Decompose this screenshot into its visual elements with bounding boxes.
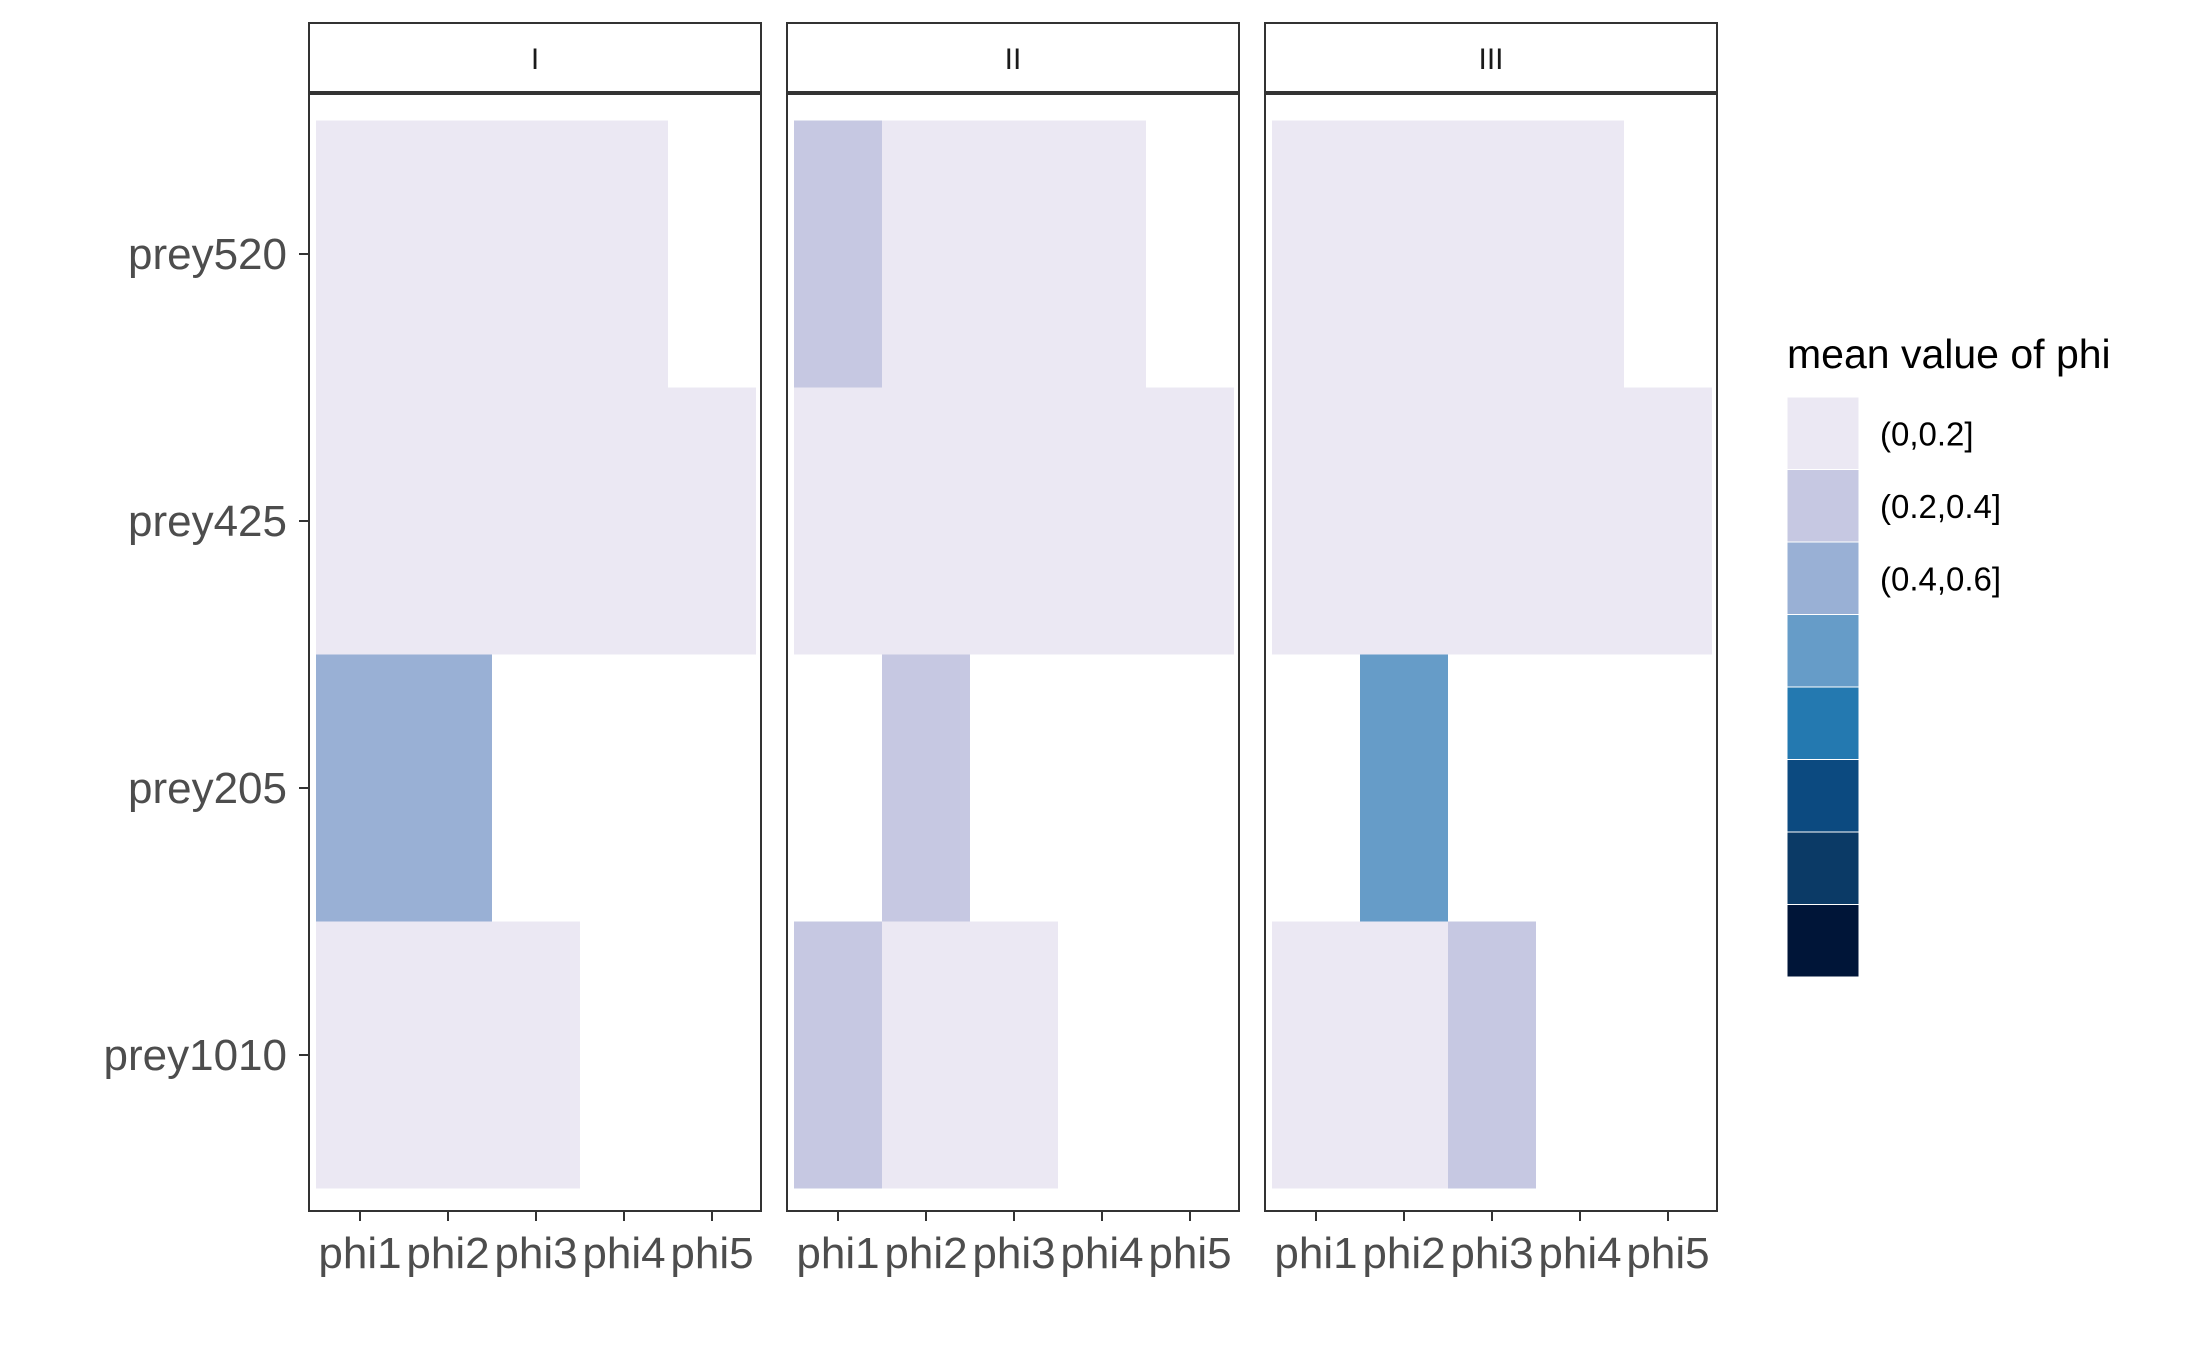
y-tick-label: prey205 — [128, 764, 287, 813]
y-tick-label: prey1010 — [104, 1031, 287, 1080]
facet-strip-label: I — [531, 43, 539, 76]
facet-strip-label: III — [1478, 43, 1503, 76]
heatmap-cell — [1058, 120, 1146, 388]
x-tick-label: phi2 — [406, 1229, 489, 1278]
legend-title: mean value of phi — [1787, 331, 2111, 377]
heatmap-cell — [1272, 387, 1360, 655]
legend-key — [1786, 396, 1860, 470]
x-tick-label: phi5 — [670, 1229, 753, 1278]
heatmap-cell — [882, 387, 970, 655]
heatmap-cell — [404, 120, 492, 388]
legend-key — [1786, 614, 1860, 688]
heatmap-cell — [882, 654, 970, 922]
legend-label: (0,0.2] — [1880, 415, 1974, 452]
heatmap-cell — [316, 921, 404, 1189]
y-axis: prey520 prey425 prey205 prey1010 — [104, 230, 309, 1080]
heatmap-cell — [1058, 387, 1146, 655]
heatmap-cell — [970, 387, 1058, 655]
x-tick-label: phi3 — [972, 1229, 1055, 1278]
heatmap-cell — [316, 654, 404, 922]
y-tick-label: prey425 — [128, 497, 287, 546]
legend-label: (0.4,0.6] — [1880, 560, 2001, 597]
x-tick-label: phi1 — [796, 1229, 879, 1278]
x-tick-label: phi4 — [582, 1229, 665, 1278]
heatmap-cell — [1146, 387, 1234, 655]
heatmap-cell — [1448, 921, 1536, 1189]
facet-strip — [786, 22, 1240, 94]
heatmap-cell — [404, 921, 492, 1189]
x-tick-label: phi5 — [1148, 1229, 1231, 1278]
x-tick-label: phi4 — [1060, 1229, 1143, 1278]
legend-key — [1786, 541, 1860, 615]
legend-key — [1786, 831, 1860, 905]
x-tick-label: phi2 — [1362, 1229, 1445, 1278]
heatmap-cell — [794, 921, 882, 1189]
heatmap-cell — [1536, 387, 1624, 655]
legend-key — [1786, 759, 1860, 833]
heatmap-cell — [316, 120, 404, 388]
heatmap-cell — [492, 120, 580, 388]
x-tick-label: phi1 — [318, 1229, 401, 1278]
facet-strip-label: II — [1005, 43, 1022, 76]
x-tick-label: phi3 — [1450, 1229, 1533, 1278]
heatmap-cell — [882, 921, 970, 1189]
heatmap-cell — [794, 387, 882, 655]
x-tick-label: phi5 — [1626, 1229, 1709, 1278]
heatmap-cell — [1272, 120, 1360, 388]
x-tick-label: phi4 — [1538, 1229, 1621, 1278]
legend-key — [1786, 904, 1860, 978]
x-tick-label: phi1 — [1274, 1229, 1357, 1278]
facet-panel-II: II phi1 phi2 phi3 phi4 phi5 — [786, 22, 1240, 1278]
heatmap-cell — [1536, 120, 1624, 388]
heatmap-cell — [492, 921, 580, 1189]
heatmap-cell — [794, 120, 882, 388]
heatmap-cell — [316, 387, 404, 655]
heatmap-cell — [580, 387, 668, 655]
legend-key — [1786, 469, 1860, 543]
heatmap-cell — [970, 921, 1058, 1189]
x-tick-label: phi3 — [494, 1229, 577, 1278]
heatmap-cell — [404, 387, 492, 655]
legend: mean value of phi (0,0.2] (0.2,0.4] (0.4,0.… — [1786, 331, 2111, 978]
heatmap-cell — [580, 120, 668, 388]
y-tick-label: prey520 — [128, 230, 287, 279]
heatmap-cell — [1448, 120, 1536, 388]
legend-label: (0.2,0.4] — [1880, 488, 2001, 525]
heatmap-cell — [970, 120, 1058, 388]
heatmap-cell — [1360, 387, 1448, 655]
heatmap-cell — [668, 387, 756, 655]
heatmap-cell — [1448, 387, 1536, 655]
heatmap-cell — [1360, 921, 1448, 1189]
heatmap-cell — [882, 120, 970, 388]
facet-panel-III: III phi1 phi2 phi3 phi4 phi5 — [1264, 22, 1718, 1278]
heatmap-cell — [404, 654, 492, 922]
heatmap-cell — [1272, 921, 1360, 1189]
legend-key — [1786, 686, 1860, 760]
heatmap-cell — [1624, 387, 1712, 655]
facet-strip — [308, 22, 762, 94]
x-tick-label: phi2 — [884, 1229, 967, 1278]
heatmap-cell — [1360, 120, 1448, 388]
heatmap-cell — [492, 387, 580, 655]
heatmap-cell — [1360, 654, 1448, 922]
